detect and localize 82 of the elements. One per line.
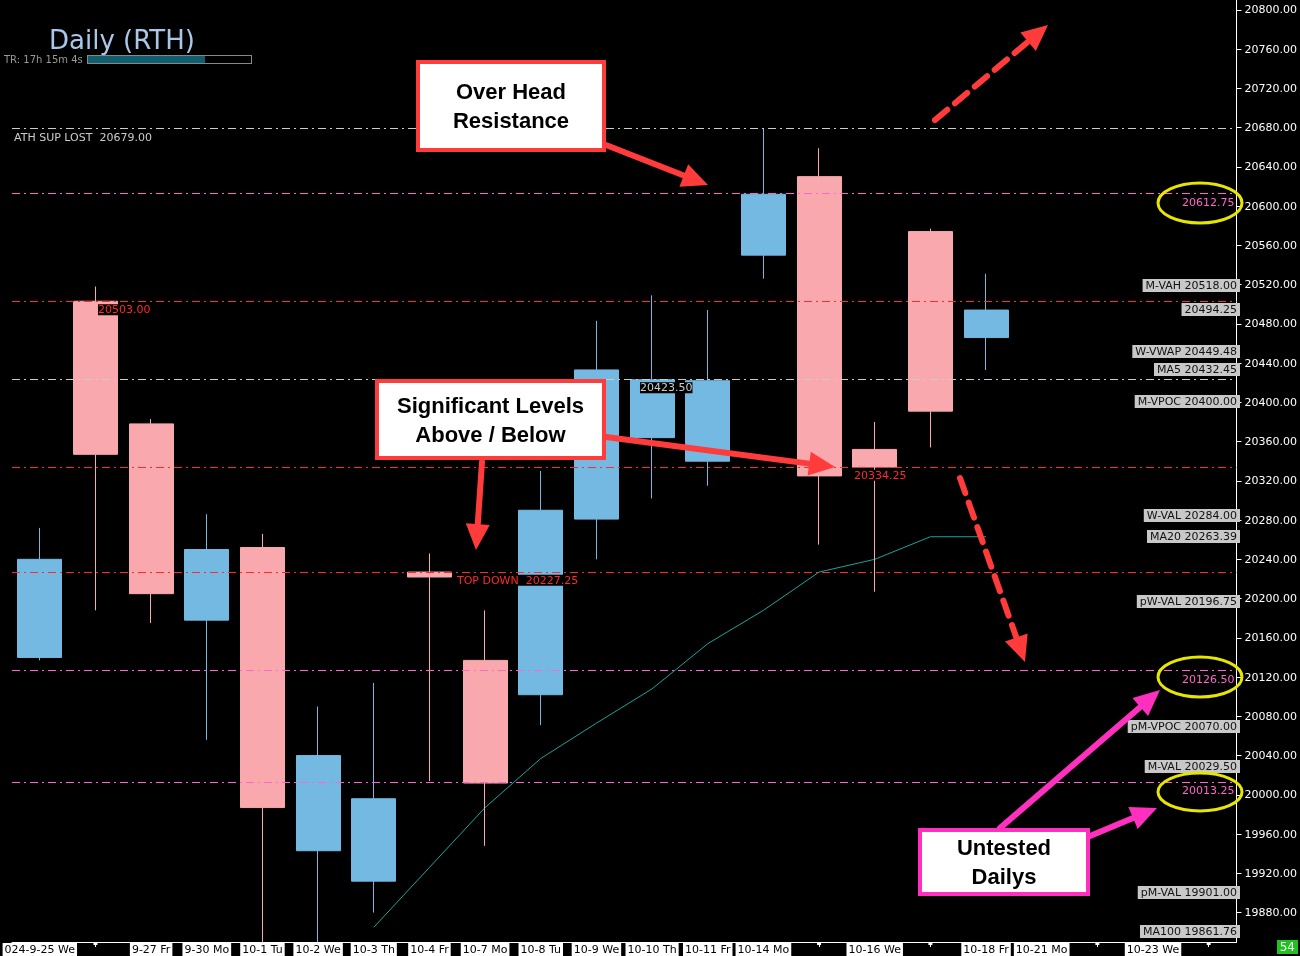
ref-line-label: 20126.50 [1182,672,1235,686]
y-tick-label: 20680.00 [1244,121,1298,135]
annotation: W-VWAP 20449.48 [1135,345,1238,358]
annotation: MA20 20263.39 [1150,530,1237,543]
text-box: Untested Dailys [918,828,1090,896]
text: Daily (RTH) [49,25,195,55]
annotation: Significant Levels Above / Below [395,391,586,449]
x-tick-label: 024-9-25 We [4,943,76,956]
annotation: pM-VPOC 20070.00 [1130,720,1237,733]
y-tick-label: 20600.00 [1244,199,1298,213]
y-tick-label: 19960.00 [1244,827,1298,841]
y-tick-label: 20080.00 [1244,709,1298,723]
x-tick-label: 10-16 We [848,943,902,956]
candlestick [407,552,452,782]
x-tick-label: 10-2 We [295,943,342,956]
ref-line-label: 20334.25 [853,468,907,482]
candlestick [296,706,341,943]
text-box: Over Head Resistance [416,60,606,152]
annotation: Untested Dailys [955,834,1053,891]
y-tick-label: 20360.00 [1244,435,1298,449]
candlestick [741,128,786,280]
annotation: TR: 17h 15m 4s [4,54,83,65]
x-tick-label: 10-8 Tu [520,943,561,956]
annotation: M-VAL 20029.50 [1147,760,1238,773]
annotation: 20494.25 [1184,303,1238,316]
annotation: W-VAL 20284.00 [1146,509,1238,522]
x-tick-label: 10-18 Fr [963,943,1010,956]
annotation: M-VAH 20518.00 [1145,279,1238,292]
ref-line-label: 20503.00 [97,303,151,317]
y-tick-label: 20320.00 [1244,474,1298,488]
x-tick-label: 10-4 Fr [410,943,450,956]
ref-line-label: ATH SUP LOST 20679.00 [13,130,152,144]
text-box: Significant Levels Above / Below [375,379,606,460]
annotation: MA100 19861.76 [1143,925,1238,938]
y-tick-label: 19880.00 [1244,906,1298,920]
y-tick-label: 20280.00 [1244,513,1298,527]
y-tick-label: 20120.00 [1244,670,1298,684]
x-tick-label: 10-14 Mo [737,943,790,956]
ref-line-label: 20612.75 [1182,195,1235,209]
candlestick [240,533,285,943]
x-tick-label: 10-11 Fr [684,943,731,956]
y-tick-label: 20160.00 [1244,631,1298,645]
y-tick-label: 20000.00 [1244,788,1298,802]
annotation: Over Head Resistance [451,78,571,135]
y-tick-label: 20040.00 [1244,749,1298,763]
y-tick-label: 20560.00 [1244,238,1298,252]
candlestick [797,147,842,546]
annotation: pM-VAL 19901.00 [1140,886,1238,899]
x-tick-label: 10-10 Th [627,943,677,956]
y-tick-label: 20520.00 [1244,278,1298,292]
candlestick [908,228,953,448]
y-tick-label: 20480.00 [1244,317,1298,331]
y-tick-label: 20760.00 [1244,42,1298,56]
y-tick-label: 20440.00 [1244,356,1298,370]
text: 54 [1276,940,1298,954]
y-tick-label: 19920.00 [1244,866,1298,880]
candlestick [129,418,174,624]
x-tick-label: 10-7 Mo [462,943,508,956]
candlestick [463,609,508,847]
ref-line-label: 20423.50 [639,381,693,395]
x-tick-label: 9-27 Fr [131,943,171,956]
ref-line-label: 20013.25 [1182,783,1235,797]
annotation: M-VPOC 20400.00 [1137,395,1237,408]
y-tick-label: 20240.00 [1244,552,1298,566]
x-tick-label: 9-30 Mo [184,943,230,956]
ref-line-label: TOP DOWN 20227.25 [455,573,579,587]
x-tick-label: 10-1 Tu [242,943,283,956]
x-tick-label: 10-9 We [573,943,620,956]
y-tick-label: 20200.00 [1244,592,1298,606]
x-tick-label: 10-23 We [1126,943,1180,956]
candlestick [17,527,62,661]
annotation: MA5 20432.45 [1157,363,1237,376]
y-tick-label: 20720.00 [1244,81,1298,95]
x-tick-label: 10-21 Mo [1015,943,1068,956]
x-tick-label: 10-3 Th [352,943,395,956]
y-tick-label: 20800.00 [1244,3,1298,17]
annotation: pW-VAL 20196.75 [1139,595,1238,608]
candlestick [184,513,229,741]
y-tick-label: 20400.00 [1244,395,1298,409]
candlestick [351,682,396,914]
candlestick [964,273,1009,371]
y-tick-label: 20640.00 [1244,160,1298,174]
